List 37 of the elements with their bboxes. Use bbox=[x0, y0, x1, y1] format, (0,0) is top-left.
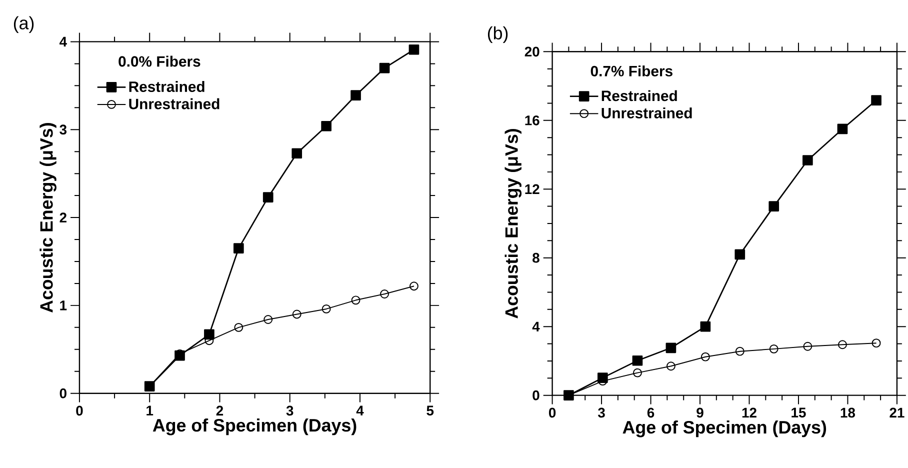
y-tick-label: 8 bbox=[532, 253, 540, 263]
y-tick-label: 12 bbox=[525, 184, 540, 194]
y-axis-title: Acoustic Energy (μVs) bbox=[40, 123, 56, 313]
y-tick-label: 2 bbox=[60, 212, 66, 222]
x-tick-label: 0 bbox=[76, 406, 83, 416]
legend-title: 0.7% Fibers bbox=[590, 66, 672, 76]
x-tick-label: 1 bbox=[146, 406, 154, 416]
x-tick-label: 15 bbox=[792, 408, 806, 418]
x-tick-label: 18 bbox=[840, 408, 856, 418]
legend-label: Unrestrained bbox=[602, 108, 692, 118]
text: (a) bbox=[14, 16, 34, 34]
x-tick-label: 6 bbox=[647, 408, 654, 418]
x-tick-label: 3 bbox=[598, 408, 605, 418]
x-tick-label: 4 bbox=[356, 406, 364, 416]
legend-label: Restrained bbox=[602, 90, 677, 102]
y-tick-label: 0 bbox=[60, 388, 66, 398]
y-axis-title: Acoustic Energy (μVs) bbox=[504, 129, 522, 319]
x-tick-label: 12 bbox=[742, 408, 756, 418]
y-tick-label: 16 bbox=[525, 116, 540, 126]
y-tick-label: 4 bbox=[60, 37, 67, 47]
x-tick-label: 3 bbox=[286, 406, 294, 416]
x-tick-label: 0 bbox=[548, 408, 556, 418]
y-tick-label: 0 bbox=[532, 390, 540, 400]
y-tick-label: 3 bbox=[60, 124, 67, 135]
legend-label: Restrained bbox=[129, 81, 204, 92]
legend-title: 0.0% Fibers bbox=[118, 56, 200, 67]
x-axis-title: Age of Specimen (Days) bbox=[622, 420, 826, 438]
y-tick-label: 20 bbox=[524, 46, 540, 57]
y-tick-label: 1 bbox=[60, 300, 67, 310]
x-axis-title: Age of Specimen (Days) bbox=[152, 418, 356, 436]
x-tick-label: 9 bbox=[696, 408, 704, 418]
x-tick-label: 2 bbox=[216, 406, 224, 416]
x-tick-label: 21 bbox=[890, 408, 904, 418]
x-tick-label: 5 bbox=[426, 406, 434, 416]
legend-label: Unrestrained bbox=[129, 98, 220, 110]
y-tick-label: 4 bbox=[532, 322, 540, 332]
text: (b) bbox=[488, 26, 508, 44]
